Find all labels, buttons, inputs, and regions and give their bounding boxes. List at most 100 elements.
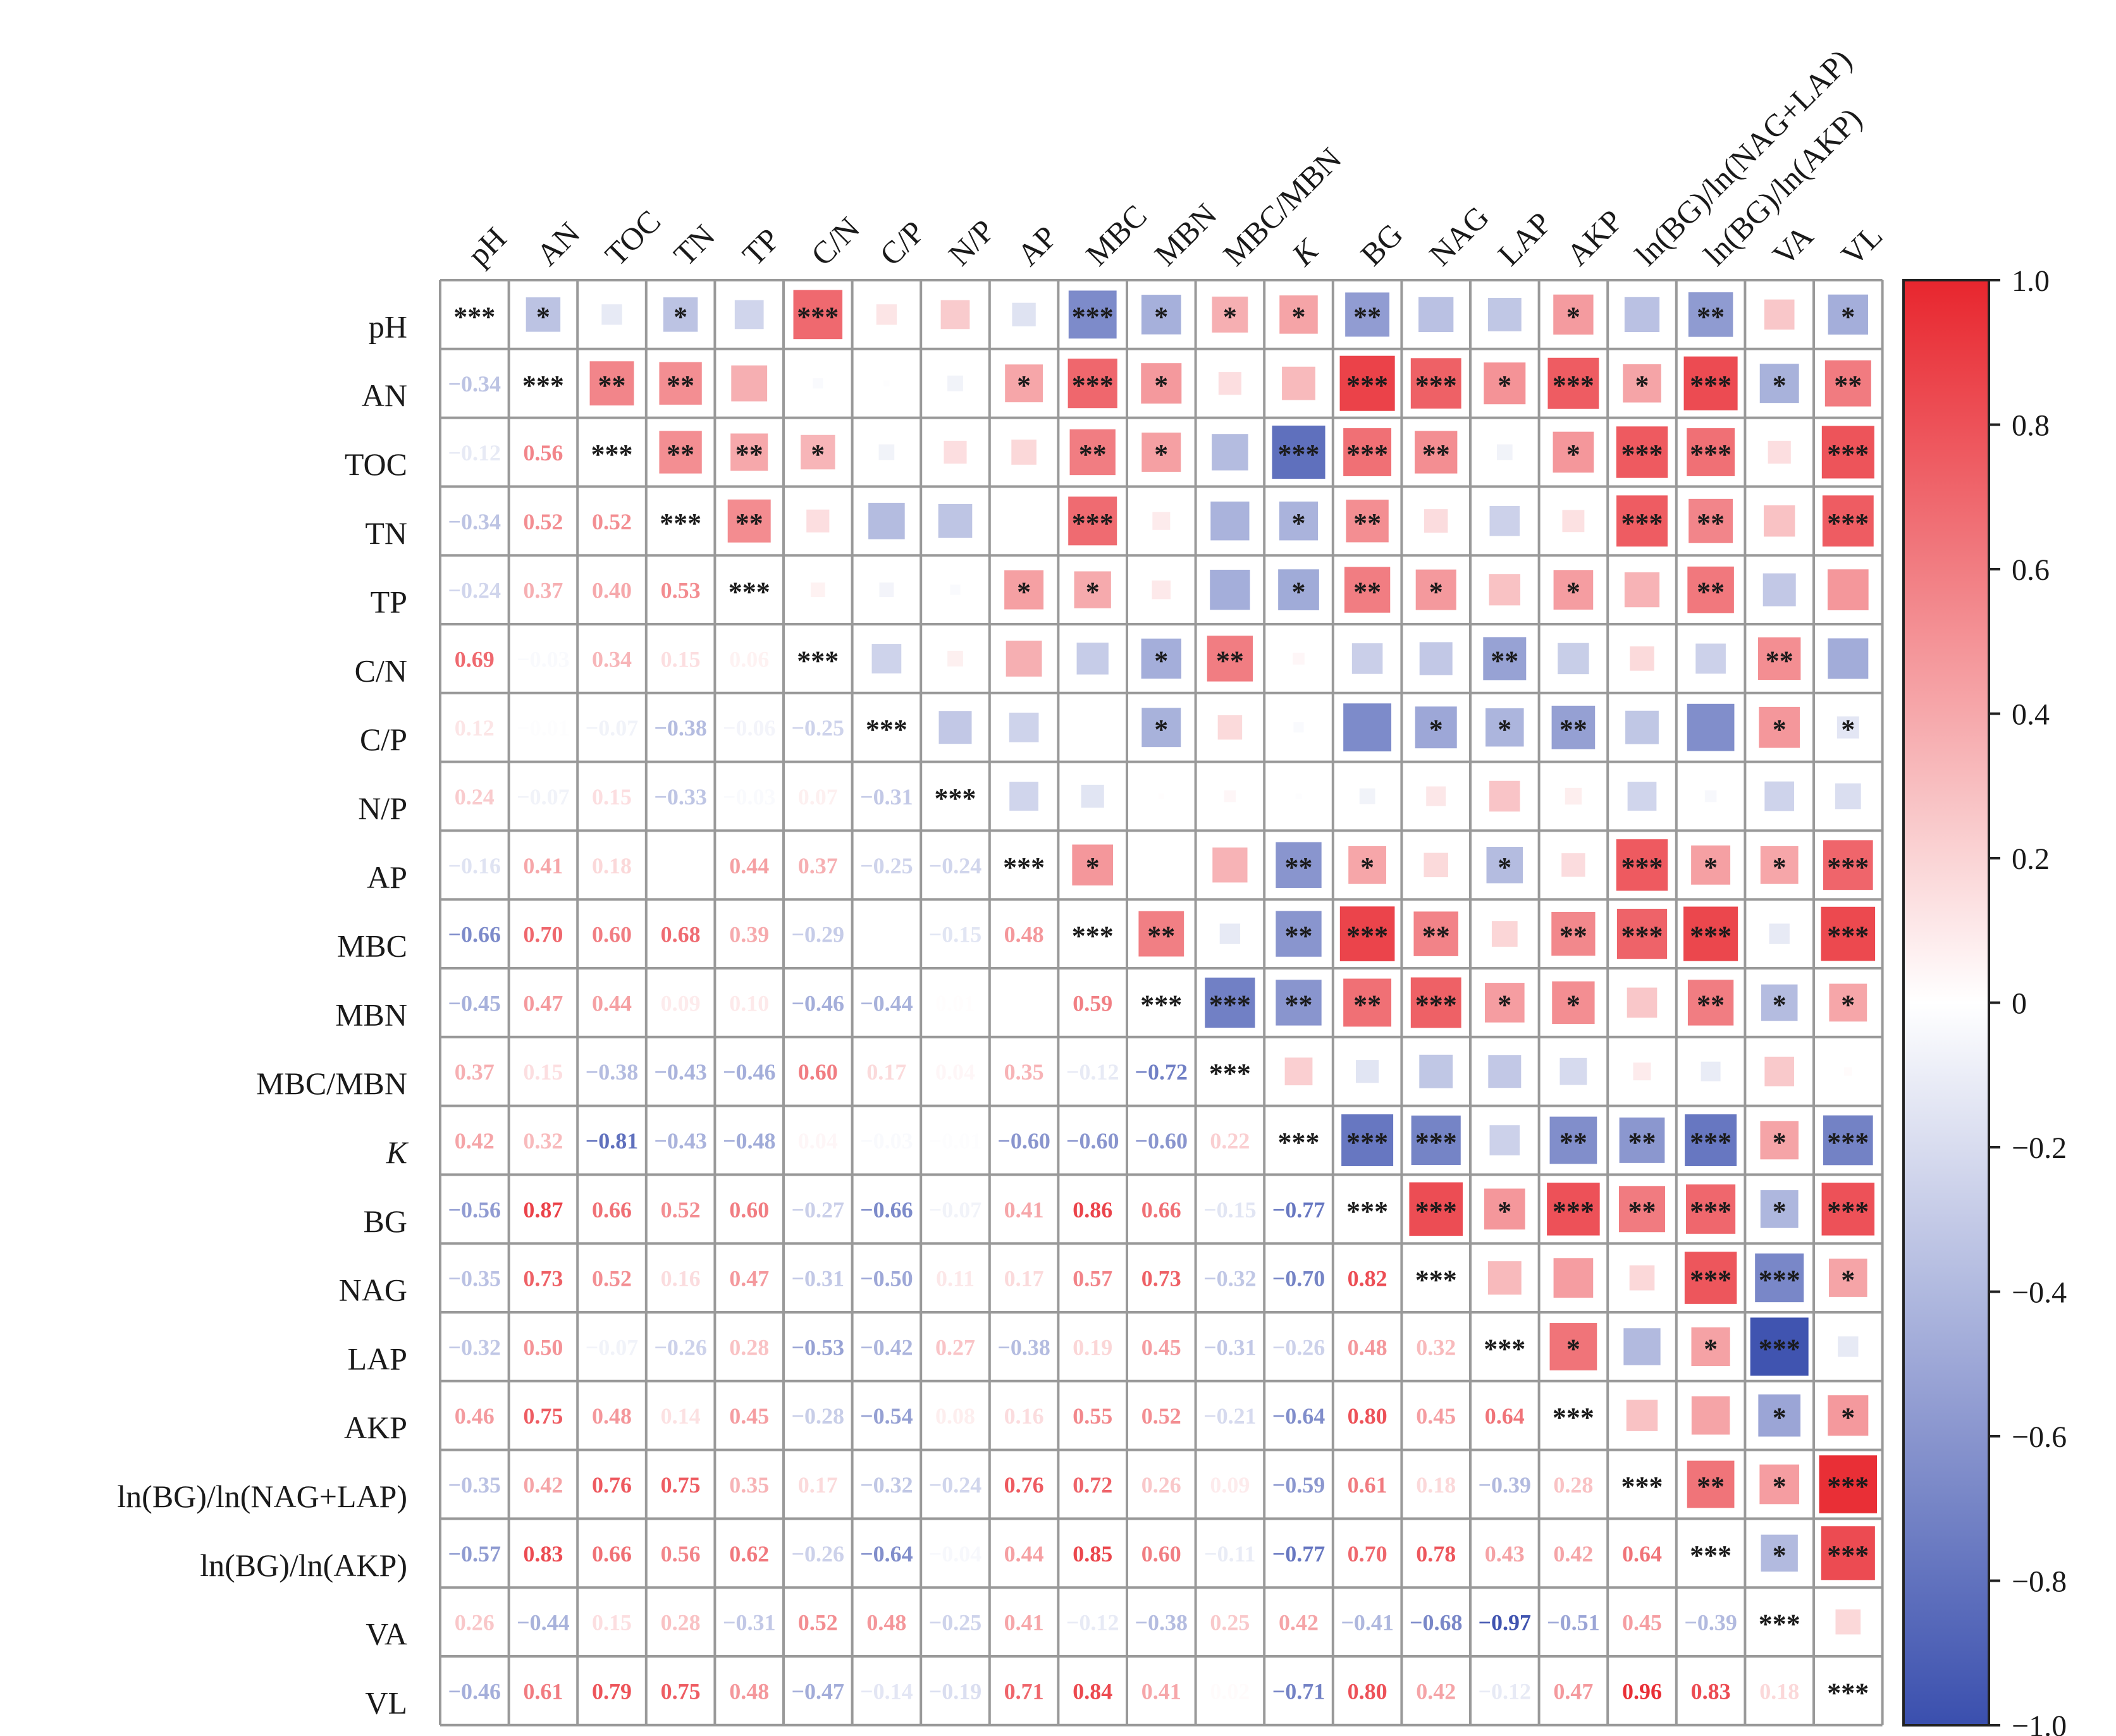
correlation-square xyxy=(1821,1526,1875,1580)
coefficient-label: −0.45 xyxy=(448,990,501,1016)
correlation-square xyxy=(944,440,967,464)
coefficient-label: −0.24 xyxy=(929,853,982,878)
coefficient-label: −0.38 xyxy=(1135,1610,1188,1635)
coefficient-label: −0.04 xyxy=(929,1541,982,1567)
correlation-square xyxy=(1836,716,1859,739)
correlation-square xyxy=(793,290,843,340)
correlation-square xyxy=(801,434,835,470)
significance-stars: *** xyxy=(1346,439,1388,470)
correlation-square xyxy=(1547,357,1599,409)
coefficient-label: −0.43 xyxy=(654,1128,707,1154)
correlation-square xyxy=(1685,1114,1737,1166)
coefficient-label: 0.48 xyxy=(729,1678,769,1704)
correlation-square xyxy=(938,503,973,538)
correlation-square xyxy=(1553,1258,1594,1298)
coefficient-label: −0.34 xyxy=(448,509,501,534)
correlation-square xyxy=(1068,290,1117,339)
coefficient-label: 0.56 xyxy=(661,1541,701,1567)
coefficient-label: −0.44 xyxy=(860,990,913,1016)
coefficient-label: −0.35 xyxy=(448,1472,501,1498)
coefficient-label: 0.85 xyxy=(1073,1541,1112,1567)
correlation-square xyxy=(1695,643,1726,674)
correlation-square xyxy=(1484,362,1526,405)
correlation-square xyxy=(1688,498,1733,543)
correlation-square xyxy=(1629,1265,1655,1291)
coefficient-label: −0.46 xyxy=(448,1678,501,1704)
colorbar-tick-label: 0 xyxy=(2012,987,2027,1021)
heatmap-cells: *** * * *** *** * * * ** * ** *−0.34 *** ** ** * *** * ***… xyxy=(448,290,1878,1708)
correlation-square xyxy=(1152,580,1171,600)
significance-stars: * xyxy=(674,301,687,332)
significance-stars: * xyxy=(1360,852,1374,883)
coefficient-label: −0.77 xyxy=(1272,1197,1326,1222)
row-label-mbc-mbn: MBC/MBN xyxy=(256,1066,407,1101)
correlation-square xyxy=(659,431,702,474)
correlation-square xyxy=(1624,572,1660,608)
coefficient-label: −0.24 xyxy=(929,1472,982,1498)
correlation-square xyxy=(1683,356,1738,410)
coefficient-label: 0.72 xyxy=(1073,1472,1112,1498)
correlation-square xyxy=(1828,294,1868,335)
significance-stars: * xyxy=(1429,714,1443,745)
coefficient-label: 0.44 xyxy=(592,990,632,1016)
significance-stars: * xyxy=(1566,577,1580,608)
significance-stars: *** xyxy=(1415,1127,1457,1158)
significance-stars: * xyxy=(1841,1265,1855,1296)
correlation-square xyxy=(1343,428,1392,476)
significance-stars: ** xyxy=(1285,921,1313,952)
diagonal-mark: *** xyxy=(522,370,564,401)
correlation-square xyxy=(1684,1252,1737,1304)
significance-stars: * xyxy=(1704,852,1718,883)
coefficient-label: 0.75 xyxy=(661,1678,701,1704)
coefficient-label: −0.46 xyxy=(723,1059,776,1085)
coefficient-label: −0.11 xyxy=(1204,1541,1256,1567)
significance-stars: * xyxy=(1498,370,1511,401)
significance-stars: *** xyxy=(1553,1196,1594,1227)
significance-stars: * xyxy=(1086,577,1100,608)
correlation-square xyxy=(1843,1067,1852,1076)
coefficient-label: 0.76 xyxy=(592,1472,632,1498)
coefficient-label: 0.26 xyxy=(1141,1472,1181,1498)
correlation-square xyxy=(1141,433,1181,472)
coefficient-label: 0.55 xyxy=(1073,1403,1112,1429)
correlation-square xyxy=(1074,571,1111,608)
correlation-square xyxy=(1415,569,1456,610)
significance-stars: *** xyxy=(1827,852,1869,883)
significance-stars: ** xyxy=(1216,645,1244,676)
coefficient-label: 0.53 xyxy=(661,578,701,603)
significance-stars: *** xyxy=(1621,439,1663,470)
correlation-square xyxy=(1072,844,1114,886)
correlation-square xyxy=(1483,637,1527,680)
significance-stars: *** xyxy=(1759,1333,1800,1364)
correlation-square xyxy=(1835,783,1861,810)
correlation-square xyxy=(1616,495,1668,547)
coefficient-label: −0.12 xyxy=(448,440,501,465)
significance-stars: ** xyxy=(1697,1471,1725,1502)
coefficient-label: 0.42 xyxy=(523,1472,563,1498)
coefficient-label: 0.12 xyxy=(455,715,495,741)
diagonal-mark: *** xyxy=(660,508,701,539)
coefficient-label: 0.14 xyxy=(661,1403,701,1429)
correlation-square xyxy=(1424,509,1448,533)
column-label-lap: LAP xyxy=(1491,205,1558,272)
coefficient-label: −0.35 xyxy=(448,1266,501,1291)
coefficient-label: 0.60 xyxy=(798,1059,838,1085)
correlation-square xyxy=(1683,906,1738,961)
correlation-square xyxy=(1623,1328,1661,1365)
significance-stars: *** xyxy=(1827,1196,1869,1227)
coefficient-label: 0.52 xyxy=(592,509,632,534)
significance-stars: ** xyxy=(1079,439,1107,470)
significance-stars: * xyxy=(1773,989,1787,1020)
coefficient-label: 0.16 xyxy=(1004,1403,1044,1429)
coefficient-label: −0.56 xyxy=(448,1197,501,1222)
coefficient-label: −0.64 xyxy=(860,1541,913,1567)
coefficient-label: −0.01 xyxy=(517,715,570,741)
correlation-square xyxy=(1764,1056,1795,1087)
coefficient-label: −0.24 xyxy=(448,578,501,603)
column-label-vl: VL xyxy=(1834,218,1889,273)
coefficient-label: 0.37 xyxy=(455,1059,495,1085)
significance-stars: * xyxy=(1841,989,1855,1020)
coefficient-label: −0.19 xyxy=(929,1678,982,1704)
correlation-square xyxy=(1278,569,1319,610)
